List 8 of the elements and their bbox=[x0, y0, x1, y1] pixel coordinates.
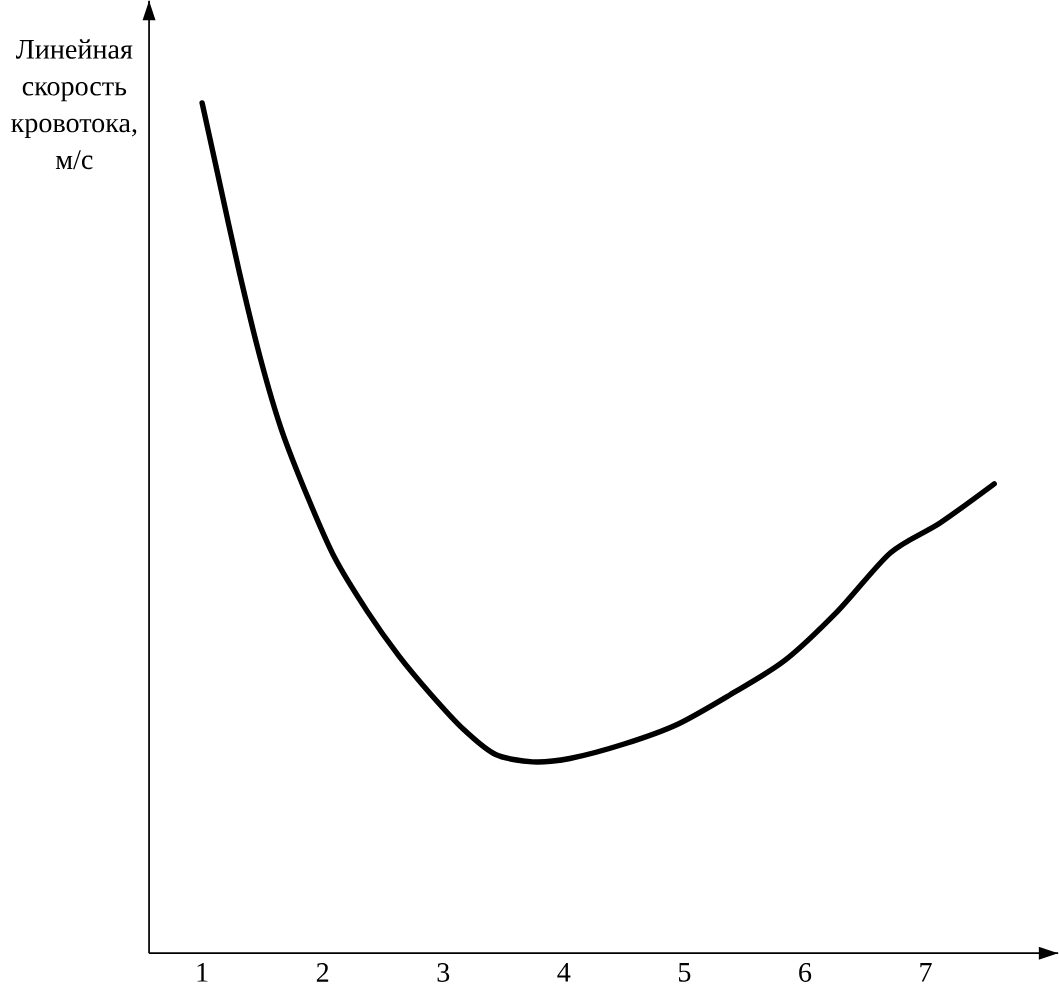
x-tick-label: 1 bbox=[197, 962, 208, 982]
x-tick-label: 3 bbox=[437, 962, 450, 982]
x-tick-label: 7 bbox=[920, 962, 932, 982]
y-axis-title: Линейная скорость кровотока, м/с bbox=[11, 39, 137, 169]
x-tick-label: 6 bbox=[799, 962, 812, 982]
x-tick-label: 5 bbox=[678, 962, 691, 982]
x-tick-label: 4 bbox=[557, 962, 571, 982]
x-tick-label: 2 bbox=[316, 962, 329, 982]
